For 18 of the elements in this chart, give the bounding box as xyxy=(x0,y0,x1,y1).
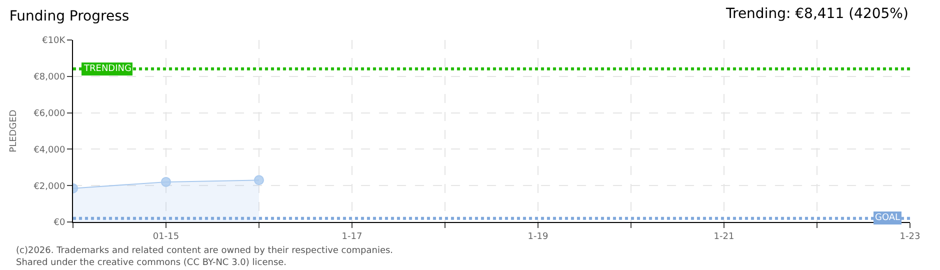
y-tick-label: €4,000 xyxy=(34,145,66,156)
y-tick-label: €6,000 xyxy=(34,108,66,119)
text: (c)2026. Trademarks and related content are owned by their respective companies. xyxy=(16,246,394,256)
y-tick-label: €0 xyxy=(54,218,66,228)
x-tick-label: 1-19 xyxy=(528,232,548,242)
y-tick-label: €2,000 xyxy=(34,182,66,192)
x-tick-label: 1-21 xyxy=(714,232,734,242)
ref-line-label: GOAL xyxy=(875,213,900,223)
y-tick-label: €10K xyxy=(42,36,66,46)
x-tick-label: 1-23 xyxy=(900,232,920,242)
ref-line-label: TRENDING xyxy=(83,64,132,74)
text: Shared under the creative commons (CC BY-NC 3.0) license. xyxy=(16,258,287,268)
chart-title: Funding Progress xyxy=(9,8,130,25)
y-axis-title: PLEDGED xyxy=(9,110,20,152)
text: Trending: €8,411 (4205%) xyxy=(725,6,908,22)
x-tick-label: 01-15 xyxy=(152,232,180,242)
y-tick-label: €8,000 xyxy=(34,72,66,83)
x-tick-label: 1-17 xyxy=(342,232,362,242)
